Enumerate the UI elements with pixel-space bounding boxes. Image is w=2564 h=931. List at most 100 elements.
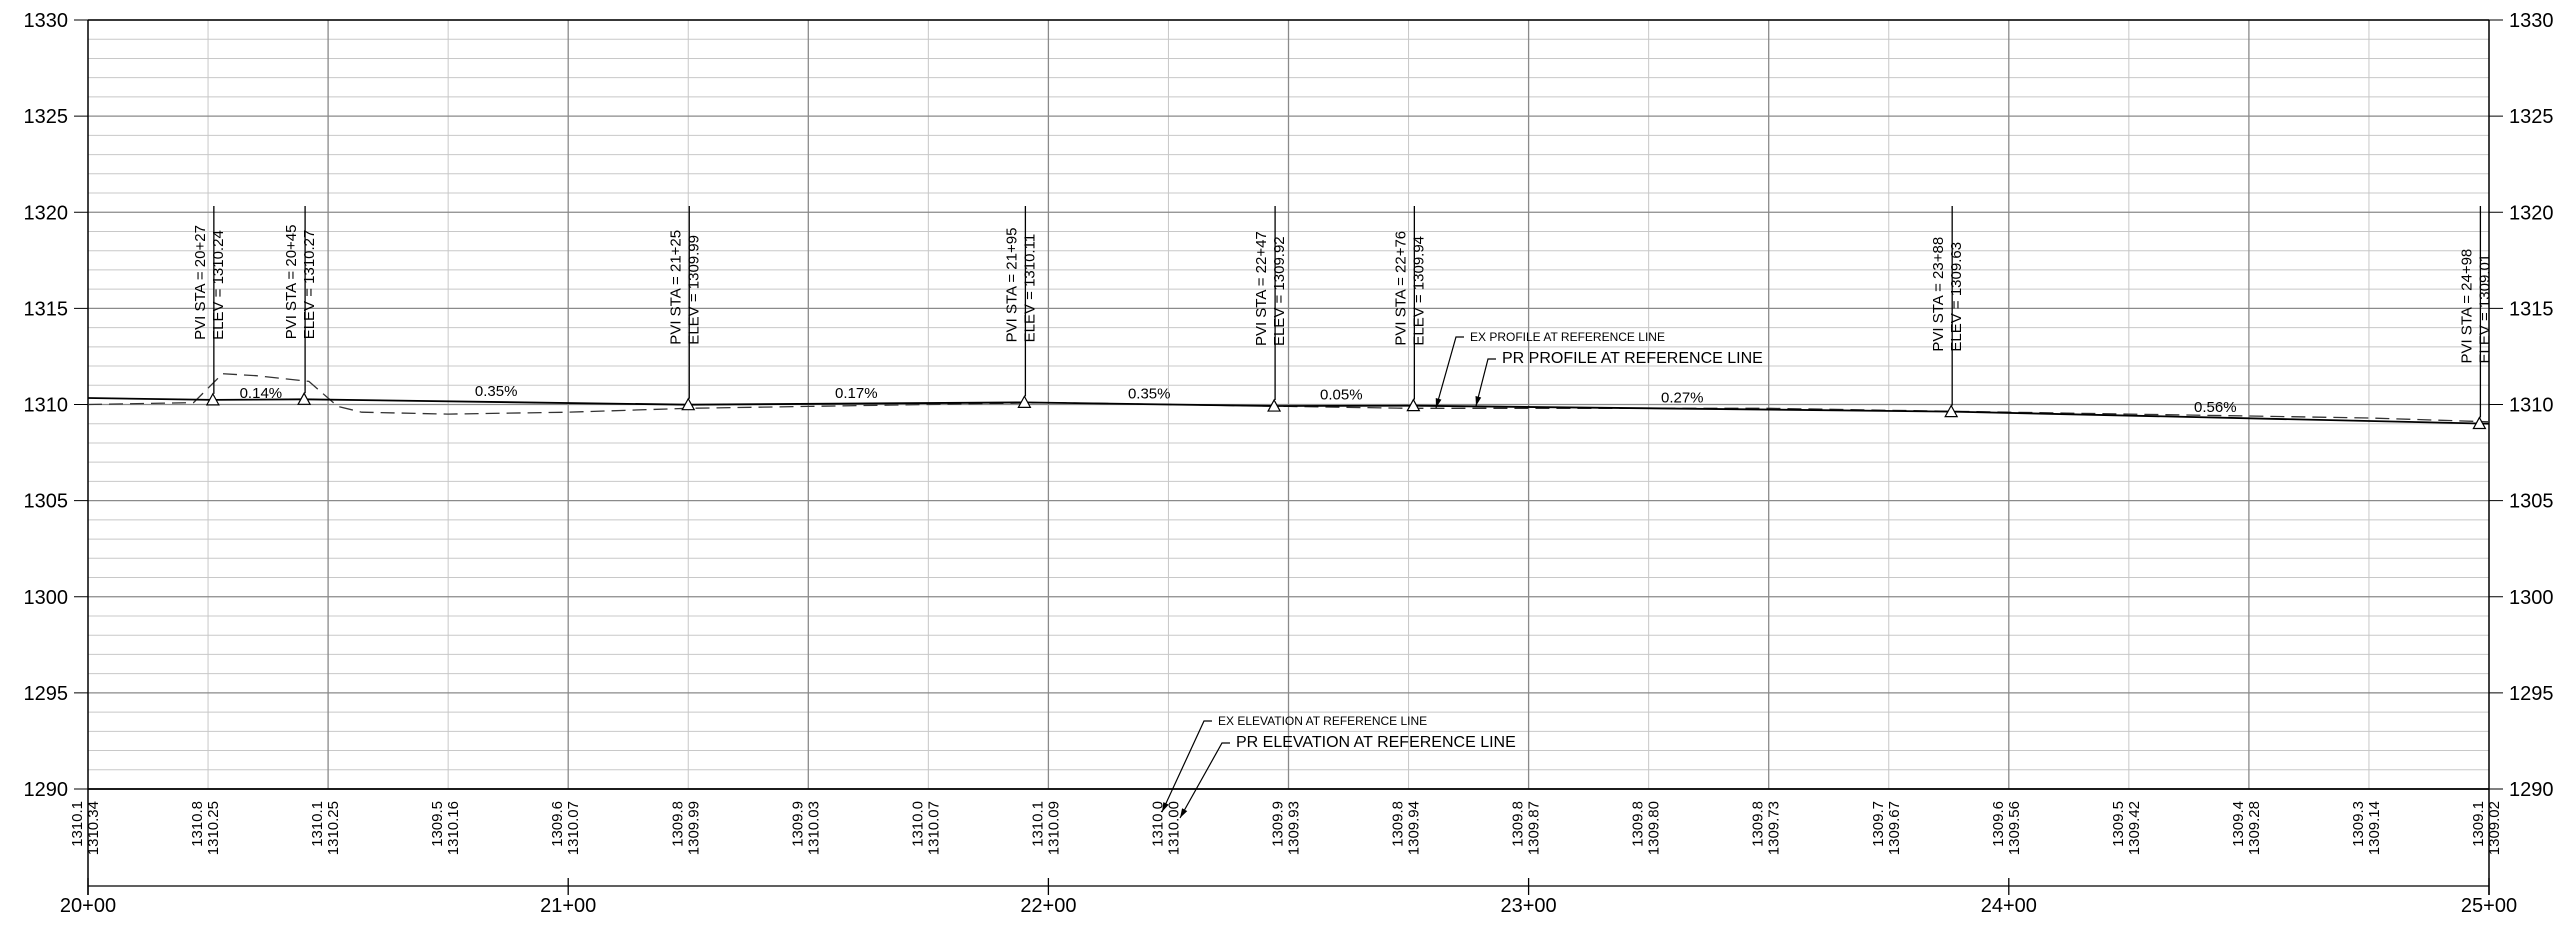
- ex-elevation-value: 1310.1: [69, 801, 86, 847]
- pvi-elevation-label: ELEV = 1309.92: [1271, 236, 1288, 346]
- station-tick-label: 24+00: [1981, 895, 2037, 917]
- pvi-station-label: PVI STA = 24+98: [2458, 249, 2475, 364]
- pr-elevation-value: 1310.03: [805, 801, 822, 855]
- pr-profile-line: [87, 397, 2490, 425]
- pvi-elevation-label: ELEV = 1309.01: [2476, 254, 2493, 364]
- pr-profile-note: PR PROFILE AT REFERENCE LINE: [1502, 350, 1763, 367]
- ex-elevation-value: 1310.1: [309, 801, 326, 847]
- pvi-elevation-label: ELEV = 1309.63: [1948, 242, 1965, 352]
- pr-elevation-value: 1309.02: [2486, 801, 2503, 855]
- ex-elevation-value: 1309.6: [549, 801, 566, 847]
- pvi-triangle-icon: [2472, 416, 2487, 430]
- arrowhead-icon: [1475, 396, 1482, 406]
- y-axis-right: 1290 1295 1300 1305 1310 1315 1320 1325 1330: [2489, 10, 2554, 801]
- pvi-markers: PVI STA = 20+27 ELEV = 1310.24 PVI STA = 2…: [192, 206, 2493, 430]
- pr-elevation-value: 1309.80: [1646, 801, 1663, 855]
- pvi-triangle-icon: [1406, 398, 1421, 412]
- ex-elevation-value: 1309.7: [1870, 801, 1887, 847]
- pr-elevation-value: 1310.25: [325, 801, 342, 855]
- ex-elevation-value: 1309.9: [1270, 801, 1287, 847]
- pvi-station-label: PVI STA = 22+47: [1253, 231, 1270, 346]
- elevation-tick-label: 1305: [2509, 491, 2554, 513]
- ex-elevation-value: 1309.5: [429, 801, 446, 847]
- grade-labels: 0.14% 0.35% 0.17% 0.35% 0.05% 0.27% 0.56%: [240, 383, 2237, 416]
- pr-elevation-value: 1310.09: [1045, 801, 1062, 855]
- grade-label: 0.35%: [1128, 386, 1171, 403]
- pvi-triangle-icon: [681, 397, 696, 411]
- arrowhead-icon: [1162, 802, 1169, 812]
- pr-elevation-value: 1309.28: [2246, 801, 2263, 855]
- pr-elevation-value: 1309.93: [1286, 801, 1303, 855]
- pvi-triangle-icon: [1944, 404, 1959, 418]
- ex-elevation-value: 1309.5: [2110, 801, 2127, 847]
- plot-frame: [87, 19, 2490, 895]
- pr-elevation-value: 1309.42: [2126, 801, 2143, 855]
- station-tick-label: 22+00: [1020, 895, 1076, 917]
- pvi-station-label: PVI STA = 20+45: [283, 224, 300, 339]
- station-tick-label: 21+00: [540, 895, 596, 917]
- arrowhead-icon: [1180, 808, 1188, 818]
- station-tick-label: 20+00: [60, 895, 116, 917]
- elevation-tick-label: 1305: [24, 491, 69, 513]
- pr-elevation-value: 1310.25: [205, 801, 222, 855]
- pr-elevation-value: 1310.00: [1165, 801, 1182, 855]
- elevation-tick-label: 1300: [2509, 587, 2554, 609]
- pvi-station-label: PVI STA = 23+88: [1930, 237, 1947, 352]
- grade-label: 0.27%: [1661, 390, 1704, 407]
- y-axis-left: 1290 1295 1300 1305 1310 1315 1320 1325 1330: [24, 10, 88, 801]
- elevation-tick-label: 1290: [2509, 779, 2554, 801]
- arrowhead-icon: [1435, 398, 1442, 408]
- pvi-elevation-label: ELEV = 1310.24: [210, 230, 227, 340]
- elevation-tick-label: 1330: [2509, 10, 2554, 32]
- elevation-tick-label: 1310: [2509, 395, 2554, 417]
- ex-elevation-value: 1309.1: [2470, 801, 2487, 847]
- elevation-tick-label: 1320: [24, 202, 69, 224]
- callouts: EX PROFILE AT REFERENCE LINE PR PROFILE …: [1161, 330, 1763, 819]
- pvi-elevation-label: ELEV = 1309.94: [1410, 236, 1427, 346]
- pr-elevation-value: 1310.07: [925, 801, 942, 855]
- pr-elevation-value: 1310.07: [565, 801, 582, 855]
- pr-elevation-value: 1309.56: [2006, 801, 2023, 855]
- ex-elevation-value: 1310.1: [1029, 801, 1046, 847]
- pvi-station-label: PVI STA = 20+27: [192, 225, 209, 340]
- ex-elevation-value: 1310.0: [909, 801, 926, 847]
- pvi-station-label: PVI STA = 22+76: [1392, 231, 1409, 346]
- elevation-tick-label: 1310: [24, 395, 69, 417]
- ex-elevation-value: 1309.8: [1510, 801, 1527, 847]
- station-tick-label: 25+00: [2461, 895, 2517, 917]
- pr-elevation-value: 1309.14: [2366, 801, 2383, 855]
- ex-elevation-value: 1309.6: [1990, 801, 2007, 847]
- grade-label: 0.05%: [1320, 387, 1363, 404]
- elevation-tick-label: 1300: [24, 587, 69, 609]
- elevation-tick-label: 1290: [24, 779, 69, 801]
- station-tick-label: 23+00: [1501, 895, 1557, 917]
- elevation-tick-label: 1315: [2509, 298, 2554, 320]
- grade-label: 0.56%: [2194, 399, 2237, 416]
- ex-elevation-value: 1310.8: [189, 801, 206, 847]
- ex-elevation-note: EX ELEVATION AT REFERENCE LINE: [1218, 714, 1427, 728]
- elevation-tick-label: 1295: [24, 683, 69, 705]
- elevation-tick-label: 1325: [2509, 106, 2554, 128]
- pr-elevation-value: 1309.87: [1526, 801, 1543, 855]
- elevation-tick-label: 1320: [2509, 202, 2554, 224]
- grade-label: 0.14%: [240, 385, 283, 402]
- pr-elevation-value: 1310.34: [85, 801, 102, 855]
- pr-elevation-value: 1309.73: [1766, 801, 1783, 855]
- pr-elevation-note: PR ELEVATION AT REFERENCE LINE: [1236, 734, 1516, 751]
- ex-profile-leader: [1435, 336, 1464, 409]
- pvi-triangle-icon: [1017, 395, 1032, 408]
- pvi-triangle-icon: [297, 392, 312, 405]
- pr-profile-leader: [1475, 358, 1496, 407]
- grade-label: 0.17%: [835, 385, 878, 402]
- pvi-station-label: PVI STA = 21+95: [1003, 228, 1020, 343]
- pr-elevation-value: 1309.67: [1886, 801, 1903, 855]
- ex-profile-note: EX PROFILE AT REFERENCE LINE: [1470, 330, 1665, 344]
- pr-elevation-value: 1310.16: [445, 801, 462, 855]
- pr-profile-path: [87, 397, 2490, 425]
- ex-elevation-value: 1310.0: [1149, 801, 1166, 847]
- ex-elevation-value: 1309.8: [1630, 801, 1647, 847]
- elevation-tick-label: 1315: [24, 298, 69, 320]
- elevation-table: 1310.1 1310.34 1310.8 1310.25 1310.1 1310.25 1…: [69, 801, 2503, 855]
- ex-elevation-value: 1309.8: [1750, 801, 1767, 847]
